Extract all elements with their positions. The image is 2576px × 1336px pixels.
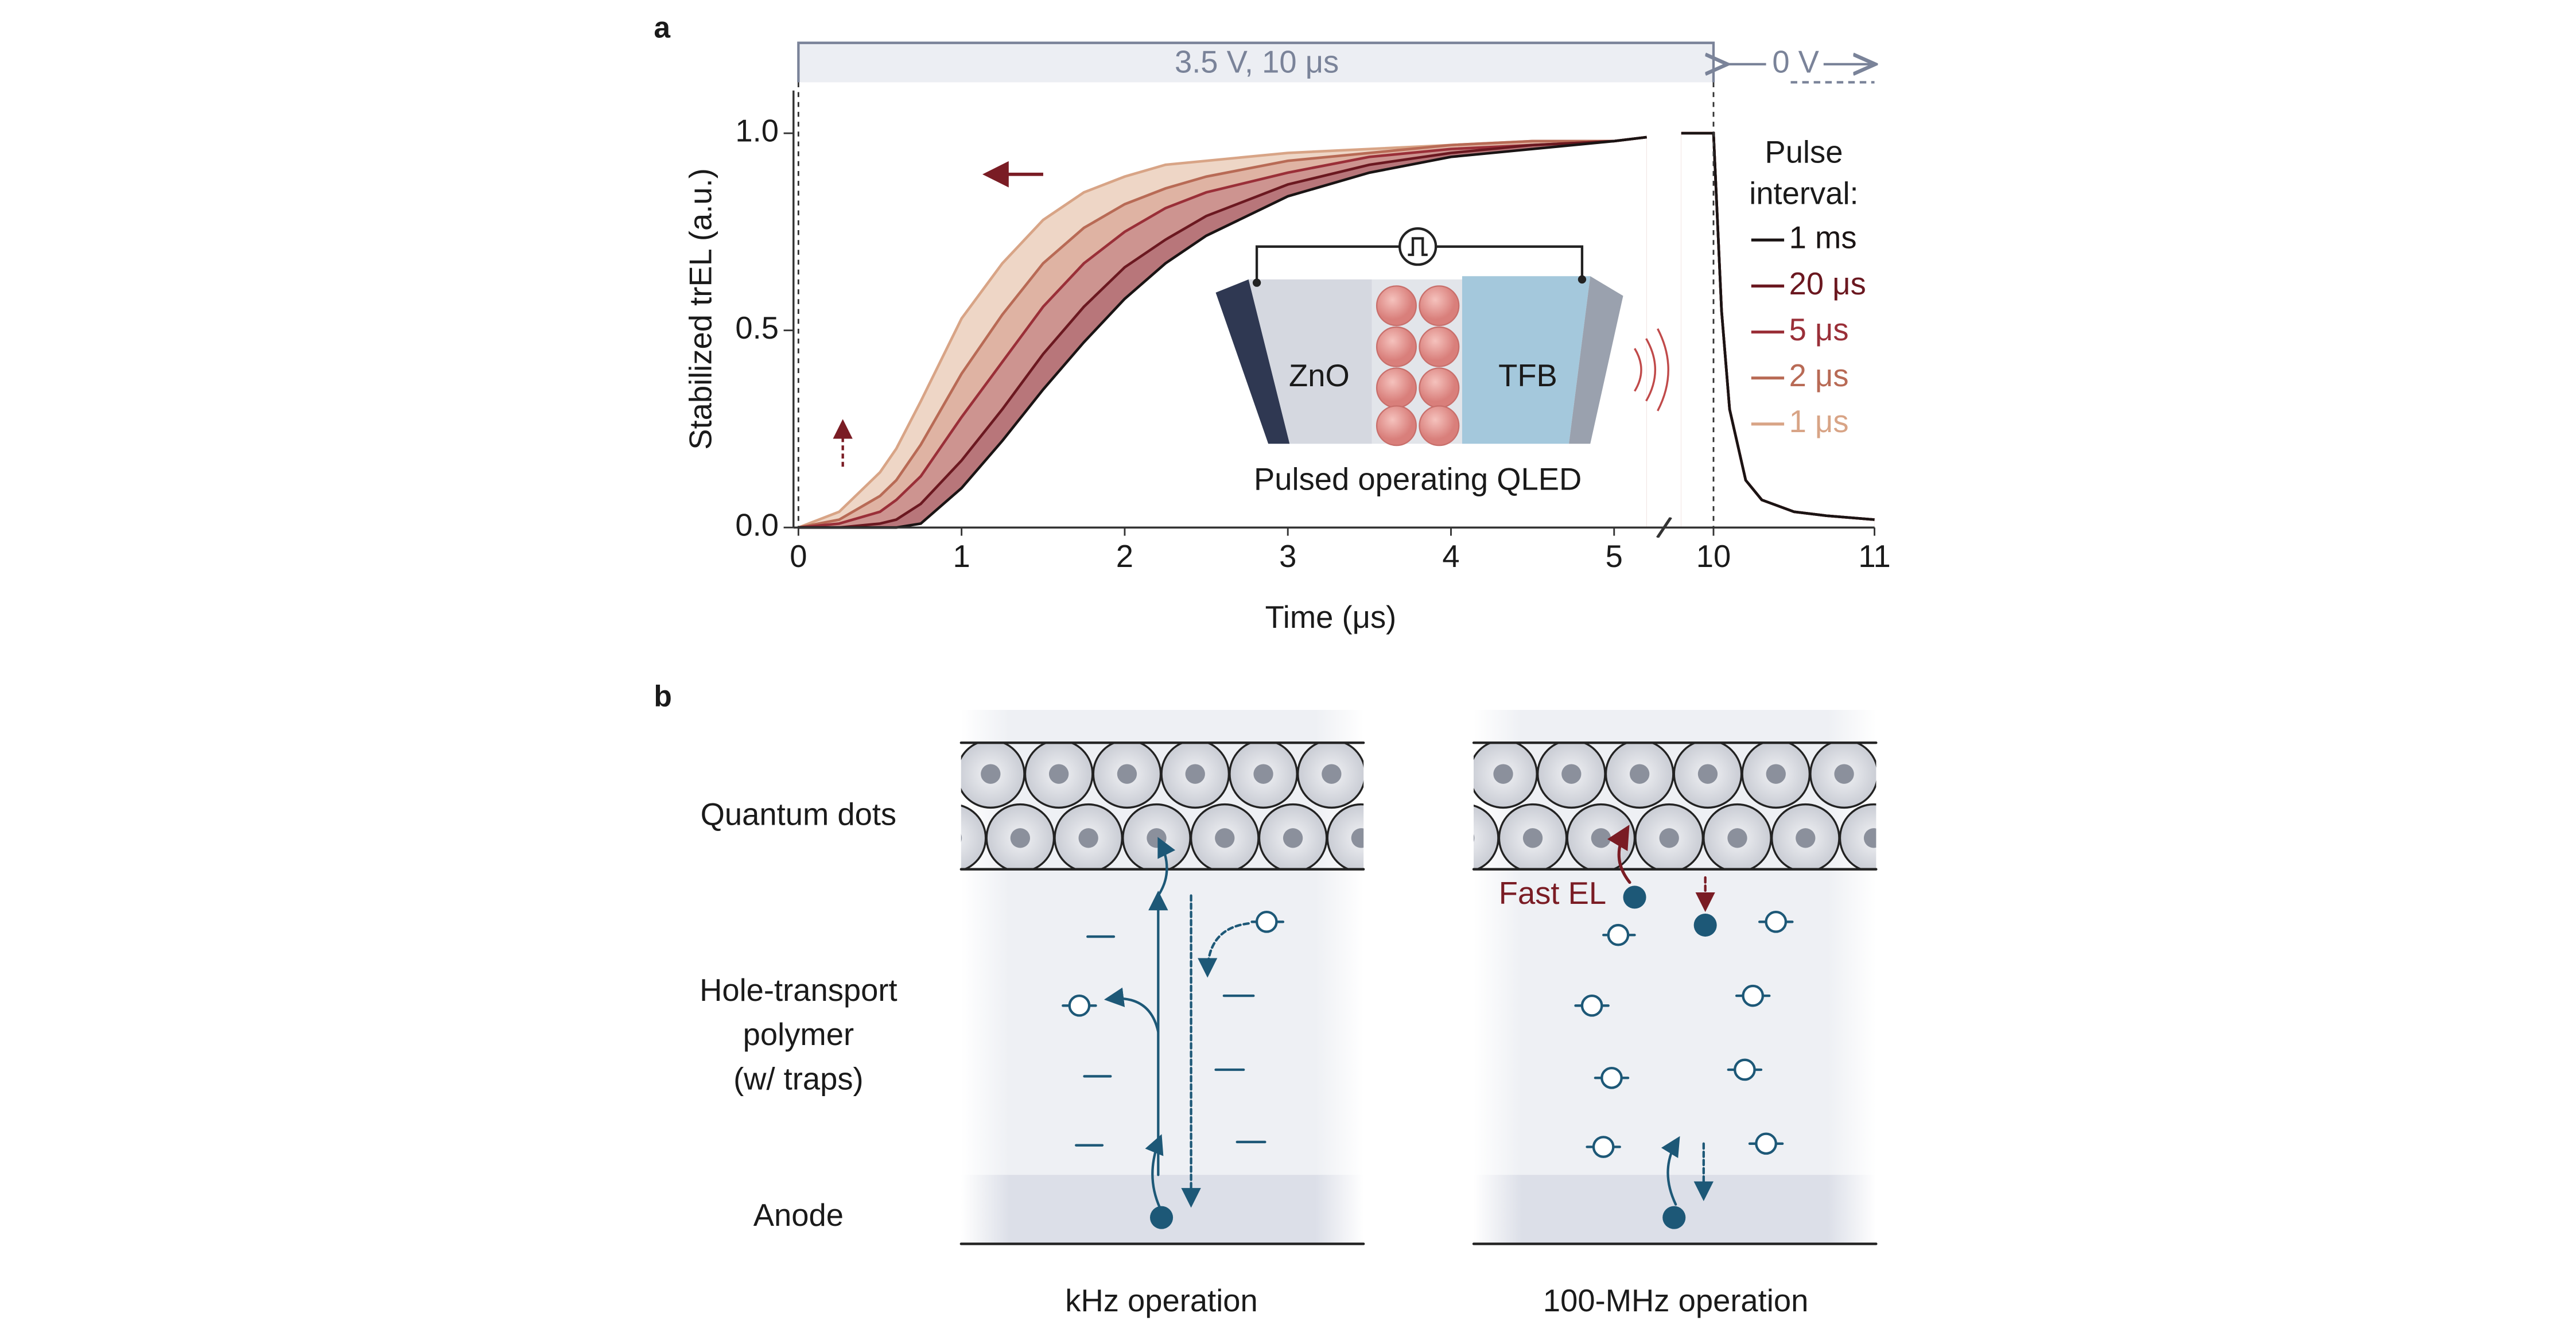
quantum-dot-core [1902,764,1922,783]
quantum-dot [1839,803,1876,869]
quantum-dot-core [1591,828,1611,848]
quantum-dot-core [1215,828,1235,848]
area [1681,133,1875,528]
panel-label: b [654,679,671,713]
annotation: Fast EL [1499,876,1606,911]
line [798,135,1647,529]
off-label: 0 V [1772,44,1819,79]
quantum-dot-core [1048,764,1069,784]
quantum-dot-core [1283,828,1303,848]
quantum-dot-core [1147,828,1167,848]
legend-label: 2 μs [1789,358,1849,393]
quantum-dot-core [1796,828,1816,848]
layer-label: Quantum dots [701,797,897,832]
y-tick-label: 0.0 [735,508,779,543]
legend-label: 5 μs [1789,312,1849,347]
quantum-dot [1326,803,1364,869]
quantum-dot-core [961,834,962,842]
column-label: 100-MHz operation [1543,1283,1808,1318]
quantum-dot-core [1010,828,1031,848]
quantum-dot [1474,804,1499,869]
x-tick-label: 11 [1858,539,1890,574]
legend-label: 20 μs [1789,266,1866,301]
quantum-dot-core [1185,764,1205,784]
legend-title: interval: [1749,176,1858,211]
quantum-dot [1366,740,1433,807]
line [798,135,1647,529]
diagram [889,710,1975,1245]
layer-label: polymer [743,1017,854,1052]
pulse-label: 3.5 V, 10 μs [1175,44,1339,79]
quantum-dot-core [1863,828,1876,848]
layer-label: (w/ traps) [733,1061,864,1096]
x-tick-label: 4 [1442,539,1459,574]
quantum-dot-core [1420,828,1439,848]
quantum-dot [1396,805,1463,872]
quantum-dot-core [981,764,1001,784]
quantum-dot [1879,740,1946,807]
quantum-dot-core [1117,764,1137,784]
quantum-dot-core [1697,764,1718,784]
layer-label: Hole-transport [700,973,897,1008]
quantum-dot [889,740,956,807]
x-tick-label: 0 [790,539,807,574]
x-tick-label: 1 [953,539,970,574]
y-tick-label: 0.5 [735,310,779,345]
layer-label: Anode [753,1198,844,1233]
x-tick-label: 3 [1279,539,1296,574]
legend-label: 1 μs [1789,404,1849,439]
legend-label: 1 ms [1789,220,1857,255]
x-tick-label: 10 [1696,539,1731,574]
quantum-dot-core [1390,764,1409,783]
quantum-dot-core [1932,828,1952,848]
inset-label: TFB [1498,358,1557,393]
x-tick-label: 5 [1606,539,1623,574]
y-tick-label: 1.0 [735,114,779,149]
column-label: kHz operation [1065,1283,1258,1318]
quantum-dot [1401,740,1468,807]
inset-caption: Pulsed operating QLED [1254,461,1582,496]
quantum-dot-core [1425,764,1445,783]
inset-label: ZnO [1289,358,1350,393]
x-axis-title: Time (μs) [1265,600,1397,635]
quantum-dot-core [1522,828,1543,848]
quantum-dot-core [1766,764,1786,784]
axis-break [1656,517,1672,538]
quantum-dot-core [912,764,932,783]
y-axis-title: Stabilized trEL (a.u.) [683,168,718,450]
quantum-dot [1908,805,1975,872]
quantum-dot-core [1351,828,1364,848]
quantum-dot-core [1629,764,1650,784]
line [1681,131,1875,521]
quantum-dot-core [1078,828,1098,848]
quantum-dot-core [1561,764,1582,784]
quantum-dot-core [1322,764,1342,784]
quantum-dot-core [1253,764,1273,784]
quantum-dot-core [1659,828,1679,848]
line [798,135,1647,529]
quantum-dot-core [1727,828,1747,848]
quantum-dot-core [1493,764,1513,784]
panel-label: a [654,10,670,44]
legend-title: Pulse [1765,135,1843,170]
inset-device [1215,227,1669,446]
quantum-dot-core [1474,834,1475,842]
x-tick-label: 2 [1116,539,1133,574]
quantum-dot-core [1834,764,1854,784]
quantum-dot [961,804,987,869]
